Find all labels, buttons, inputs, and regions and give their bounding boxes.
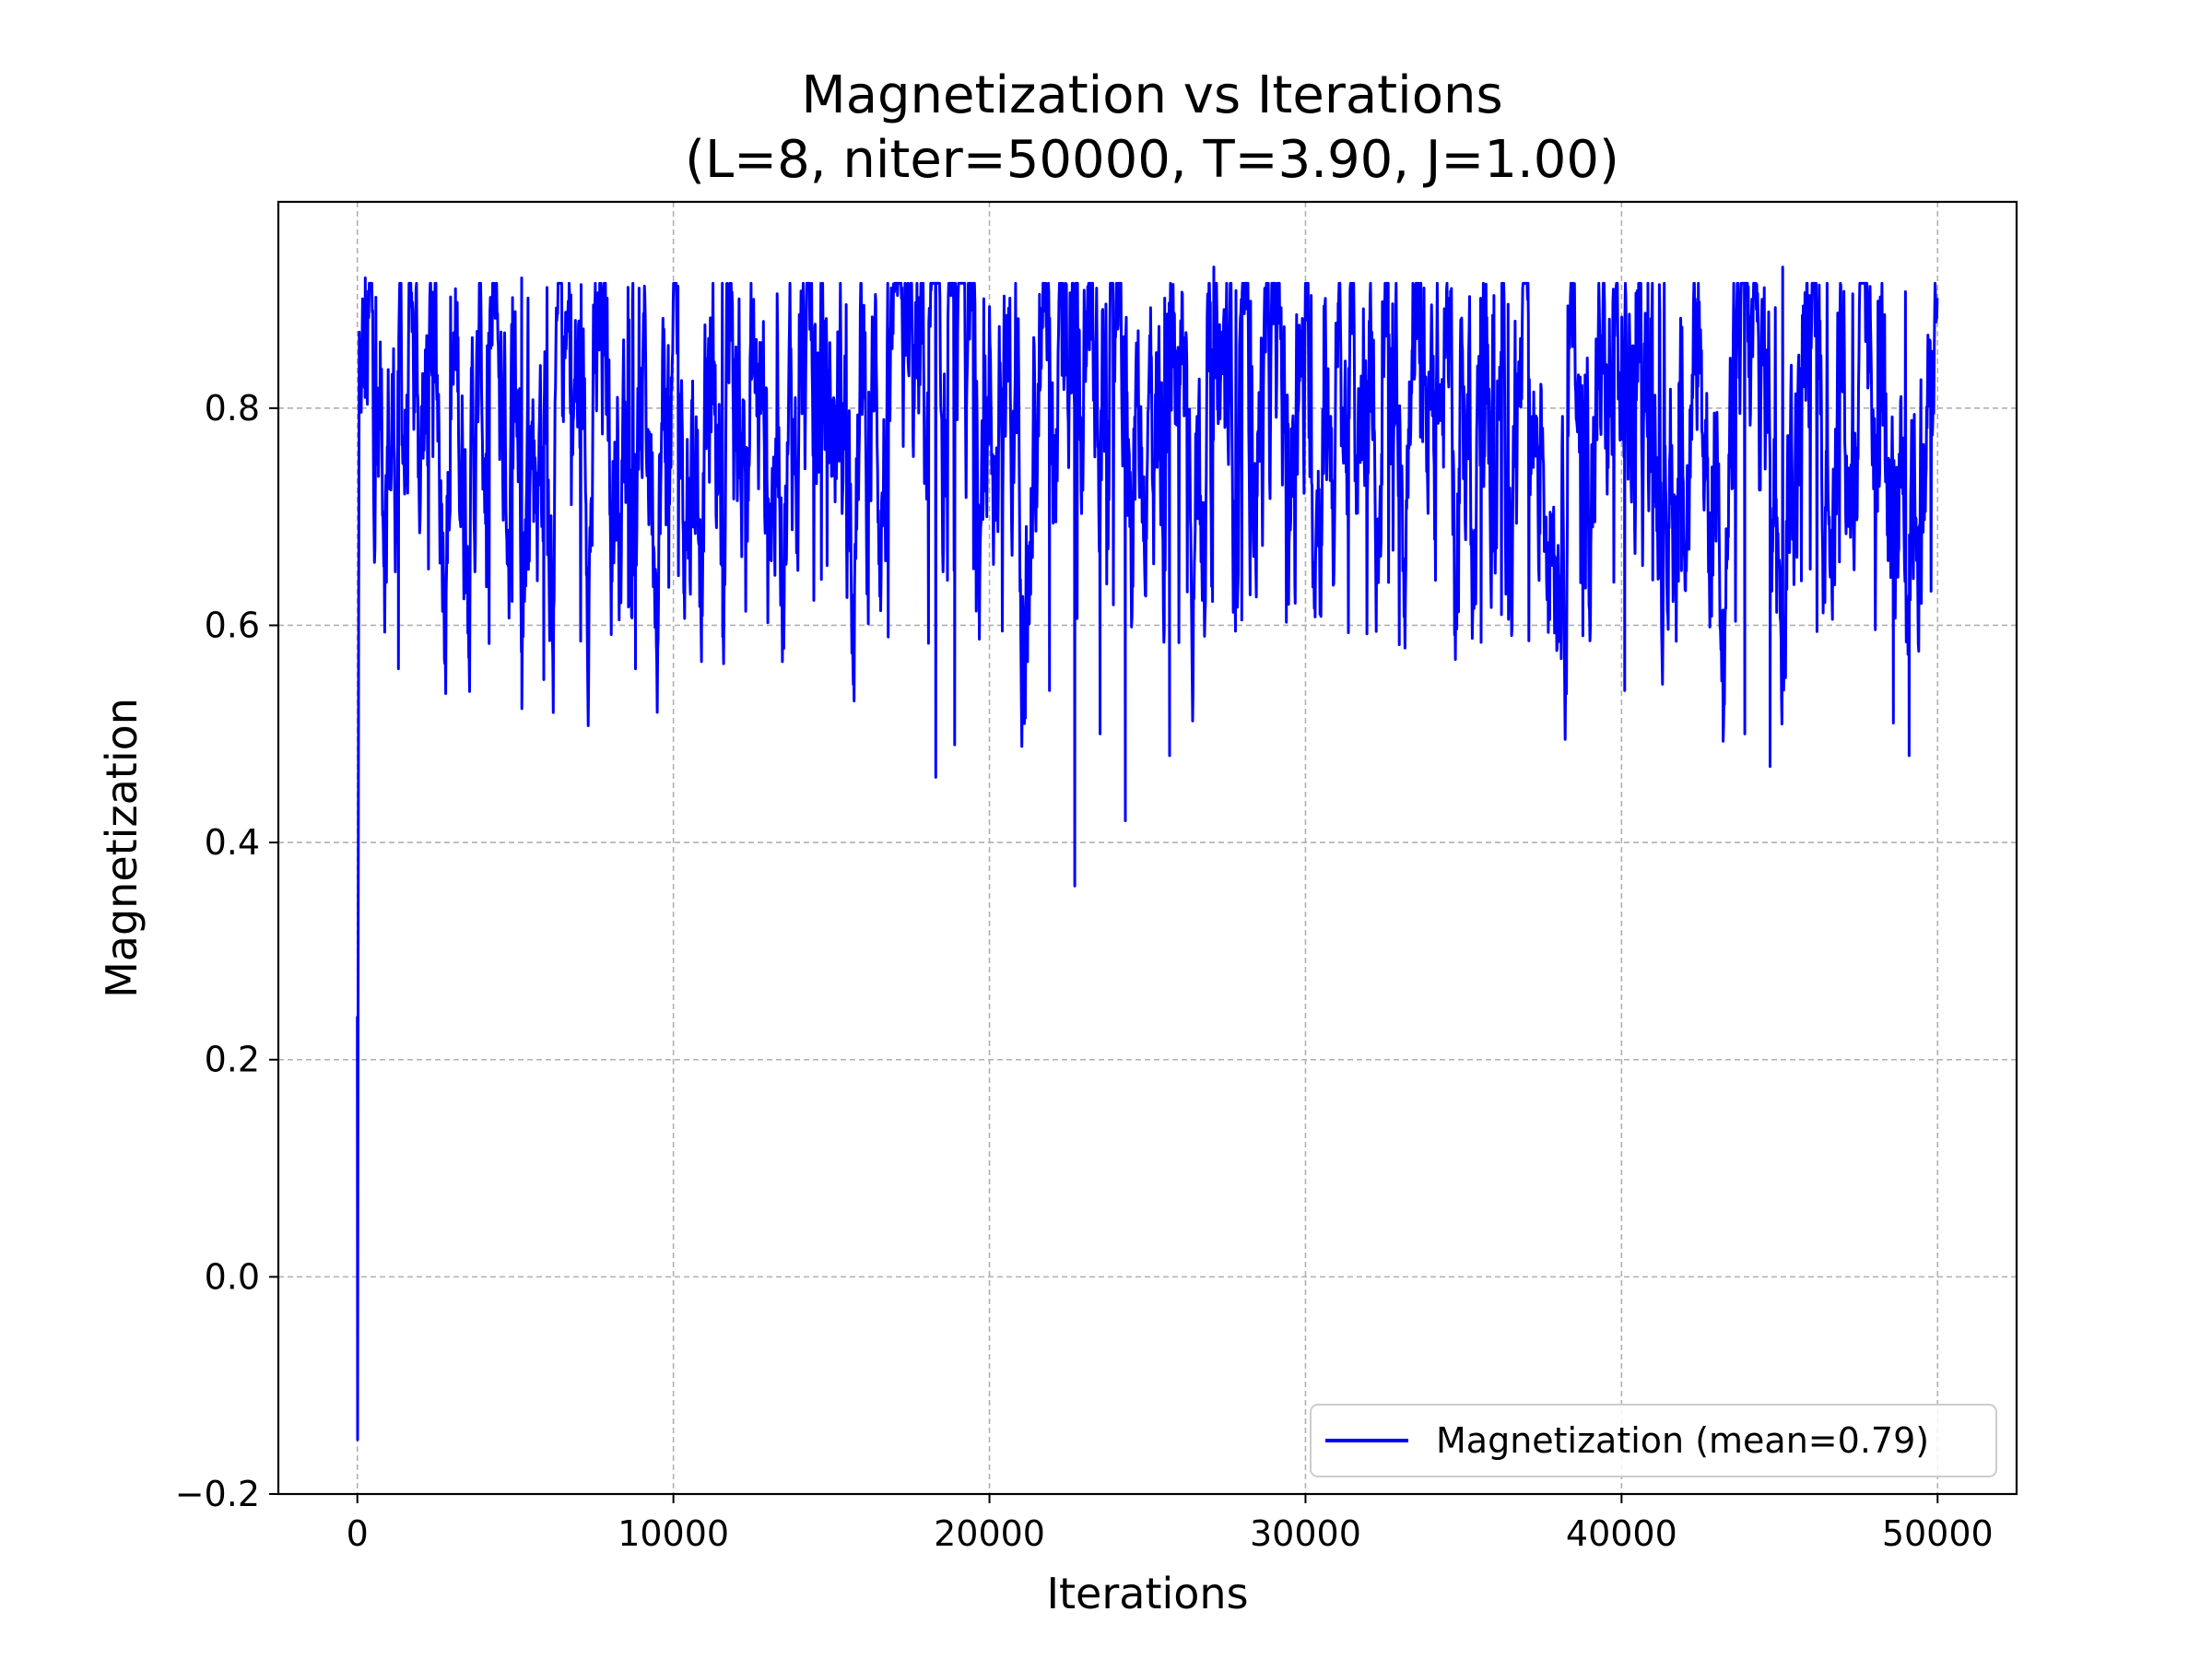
x-tick-label: 40000 [1566,1513,1677,1554]
x-axis-label: Iterations [1046,1569,1248,1618]
x-tick-label: 20000 [934,1513,1045,1554]
x-tick-label: 0 [347,1513,369,1554]
x-axis: 0 10000 20000 30000 40000 50000 [347,1494,1994,1554]
y-tick-label: 0.8 [205,388,260,429]
y-tick-label: 0.2 [205,1040,260,1080]
plot-frame [276,200,2018,1496]
x-tick-label: 10000 [618,1513,729,1554]
y-tick-label: 0.4 [205,822,260,863]
x-tick-label: 50000 [1882,1513,1994,1554]
y-tick-label: 0.6 [205,605,260,645]
y-tick-label: 0.0 [205,1256,260,1297]
legend: Magnetization (mean=0.79) [1310,1404,1997,1477]
y-tick-label: −0.2 [175,1474,260,1514]
legend-box [1310,1404,1997,1477]
x-tick-label: 30000 [1250,1513,1361,1554]
chart-title-line1: Magnetization vs Iterations [801,65,1502,125]
y-axis: −0.2 0.0 0.2 0.4 0.6 0.8 [175,388,278,1514]
magnetization-series-line [356,265,1939,1441]
chart-title-line2: (L=8, niter=50000, T=3.90, J=1.00) [685,130,1619,190]
y-axis-label: Magnetization [97,698,147,998]
legend-label: Magnetization (mean=0.79) [1436,1420,1929,1461]
series-layer [356,265,1939,1441]
